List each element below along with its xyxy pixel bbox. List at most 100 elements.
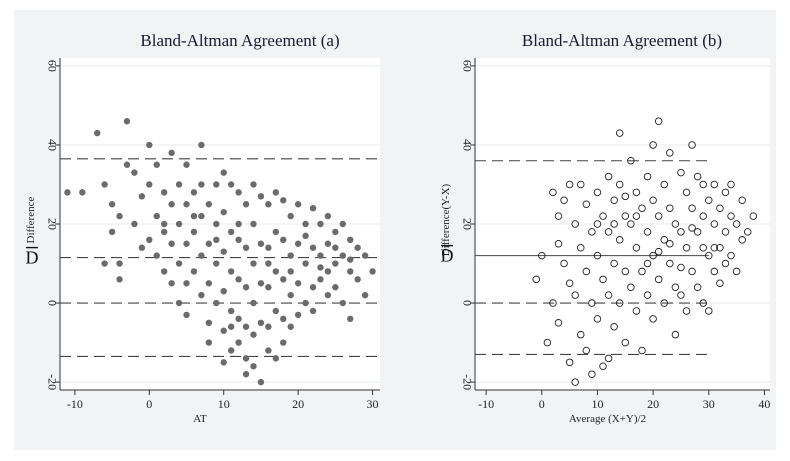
data-point xyxy=(732,220,741,228)
data-point xyxy=(705,196,713,205)
data-point xyxy=(272,189,280,196)
panel-b: -20 0 20 40 60 -10 0 10 20 30 40 Bland-Altman Agree… xyxy=(440,31,770,425)
data-point xyxy=(287,268,294,275)
y-tick-label: -20 xyxy=(45,374,59,390)
data-point xyxy=(339,220,346,228)
data-point xyxy=(294,311,302,319)
data-point xyxy=(272,307,280,315)
data-point xyxy=(79,189,86,196)
data-point xyxy=(649,196,657,205)
data-point xyxy=(317,276,324,283)
data-point xyxy=(682,307,691,315)
data-point xyxy=(599,362,607,371)
data-point xyxy=(265,323,272,330)
data-point xyxy=(146,141,153,149)
data-point xyxy=(235,339,242,346)
data-point xyxy=(660,180,668,189)
data-point xyxy=(198,141,205,149)
data-point xyxy=(699,299,707,307)
data-point xyxy=(666,149,674,157)
data-point xyxy=(649,141,657,149)
data-point xyxy=(347,256,354,263)
data-point xyxy=(554,212,563,220)
data-point xyxy=(242,244,250,251)
data-point xyxy=(250,331,257,338)
data-point xyxy=(347,315,354,323)
data-point xyxy=(666,204,674,212)
data-point xyxy=(168,280,175,287)
data-point xyxy=(265,347,272,354)
data-point xyxy=(604,291,613,299)
data-point xyxy=(677,291,685,299)
data-point xyxy=(287,291,294,299)
y-tick-label: 20 xyxy=(45,218,59,230)
data-point xyxy=(638,346,646,355)
data-point xyxy=(324,291,332,299)
data-point xyxy=(604,228,613,236)
data-point xyxy=(242,201,250,208)
x-tick-label: 10 xyxy=(591,397,603,411)
data-point xyxy=(272,228,280,236)
data-point xyxy=(565,358,574,367)
x-axis-label: AT xyxy=(193,413,207,425)
data-point xyxy=(593,251,602,260)
data-point xyxy=(250,363,257,370)
data-point xyxy=(183,280,190,287)
data-point xyxy=(615,299,624,307)
data-point xyxy=(101,260,108,267)
data-point xyxy=(213,299,220,307)
data-point xyxy=(190,212,198,220)
data-point xyxy=(632,307,641,315)
data-point xyxy=(183,311,190,319)
x-tick-label: 20 xyxy=(647,397,659,411)
data-point xyxy=(532,275,540,284)
data-point xyxy=(220,169,227,176)
data-point xyxy=(332,228,339,236)
data-point xyxy=(654,212,663,220)
data-point xyxy=(354,276,361,283)
data-point xyxy=(250,181,257,188)
data-point xyxy=(198,181,205,188)
y-tick-label: 0 xyxy=(460,300,474,306)
panel-a: -20 0 20 40 60 -10 0 10 20 30 Bland-Altman Agreeme… xyxy=(25,31,380,425)
data-point xyxy=(227,307,235,315)
data-point xyxy=(317,264,324,271)
data-point xyxy=(123,118,131,125)
data-point xyxy=(168,240,175,247)
data-point xyxy=(666,259,674,268)
data-point xyxy=(738,196,746,205)
data-point xyxy=(643,172,652,181)
data-point xyxy=(347,268,354,275)
data-point xyxy=(220,248,227,255)
data-point xyxy=(220,208,227,216)
data-point xyxy=(183,240,190,247)
data-point xyxy=(324,240,332,247)
data-point xyxy=(168,201,175,208)
data-point xyxy=(654,275,663,284)
data-point xyxy=(272,355,280,362)
data-point xyxy=(710,180,719,189)
data-point xyxy=(710,243,719,252)
data-point xyxy=(671,220,680,228)
data-point xyxy=(582,200,591,208)
data-point xyxy=(654,117,663,125)
data-point xyxy=(671,283,680,291)
data-point xyxy=(190,268,198,275)
data-point xyxy=(571,378,579,386)
data-point xyxy=(593,188,602,197)
data-point xyxy=(577,243,585,252)
data-point xyxy=(138,244,146,251)
data-point xyxy=(361,291,369,299)
data-point xyxy=(64,189,71,196)
data-point xyxy=(227,323,235,330)
data-point xyxy=(287,252,294,259)
data-point xyxy=(332,244,339,251)
data-point xyxy=(699,243,707,252)
data-point xyxy=(160,189,168,196)
data-point xyxy=(205,240,213,247)
data-point xyxy=(153,161,160,168)
data-point xyxy=(101,181,108,188)
data-point xyxy=(549,188,557,197)
data-point xyxy=(280,315,287,323)
data-point xyxy=(332,260,339,267)
